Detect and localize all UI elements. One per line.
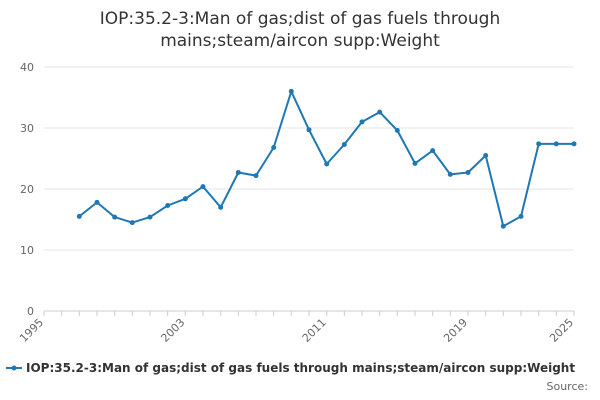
- data-point-2013[interactable]: [359, 119, 365, 125]
- data-point-2008[interactable]: [271, 145, 277, 150]
- data-point-2000[interactable]: [129, 220, 135, 226]
- data-point-2016[interactable]: [412, 160, 418, 166]
- legend-swatch-icon: [6, 365, 22, 371]
- data-point-2001[interactable]: [147, 214, 153, 220]
- data-point-2015[interactable]: [394, 127, 400, 133]
- data-point-1998[interactable]: [94, 199, 100, 205]
- data-point-2020[interactable]: [483, 153, 489, 158]
- y-tick-label: 10: [20, 244, 34, 257]
- data-point-2007[interactable]: [253, 173, 259, 179]
- data-point-2018[interactable]: [447, 171, 453, 177]
- data-point-2010[interactable]: [306, 127, 312, 133]
- data-point-2005[interactable]: [218, 204, 224, 210]
- x-tick-label: 1995: [17, 316, 46, 345]
- data-point-2024[interactable]: [553, 141, 559, 147]
- data-point-2003[interactable]: [182, 196, 188, 202]
- data-point-2012[interactable]: [341, 142, 347, 147]
- source-label: Source:: [546, 380, 589, 393]
- y-tick-label: 30: [20, 122, 34, 135]
- grid-lines: [44, 66, 574, 251]
- data-point-2006[interactable]: [235, 170, 241, 175]
- data-point-1999[interactable]: [112, 214, 118, 220]
- axes: [43, 310, 575, 316]
- data-point-2025[interactable]: [571, 141, 577, 147]
- y-tick-label: 40: [20, 61, 34, 74]
- x-tick-label: 2025: [547, 316, 576, 345]
- y-tick-label: 0: [27, 305, 34, 318]
- x-tick-label: 2003: [158, 316, 187, 345]
- series-group: [76, 88, 577, 229]
- data-point-2023[interactable]: [536, 141, 542, 147]
- chart-title: IOP:35.2-3:Man of gas;dist of gas fuels …: [99, 9, 501, 51]
- data-point-2004[interactable]: [200, 184, 206, 190]
- data-point-2022[interactable]: [518, 213, 524, 219]
- x-tick-label: 2011: [300, 316, 329, 345]
- y-tick-label: 20: [20, 183, 34, 196]
- legend-label: IOP:35.2-3:Man of gas;dist of gas fuels …: [26, 361, 576, 375]
- series-line-0: [78, 90, 574, 228]
- data-point-2009[interactable]: [288, 88, 294, 94]
- data-point-2019[interactable]: [465, 170, 471, 175]
- data-point-2017[interactable]: [430, 148, 436, 154]
- data-point-2021[interactable]: [500, 223, 506, 229]
- data-point-2014[interactable]: [377, 109, 383, 115]
- data-point-1997[interactable]: [76, 213, 82, 219]
- x-tick-label: 2019: [441, 316, 470, 345]
- data-point-2002[interactable]: [165, 203, 171, 208]
- data-point-2011[interactable]: [324, 161, 330, 167]
